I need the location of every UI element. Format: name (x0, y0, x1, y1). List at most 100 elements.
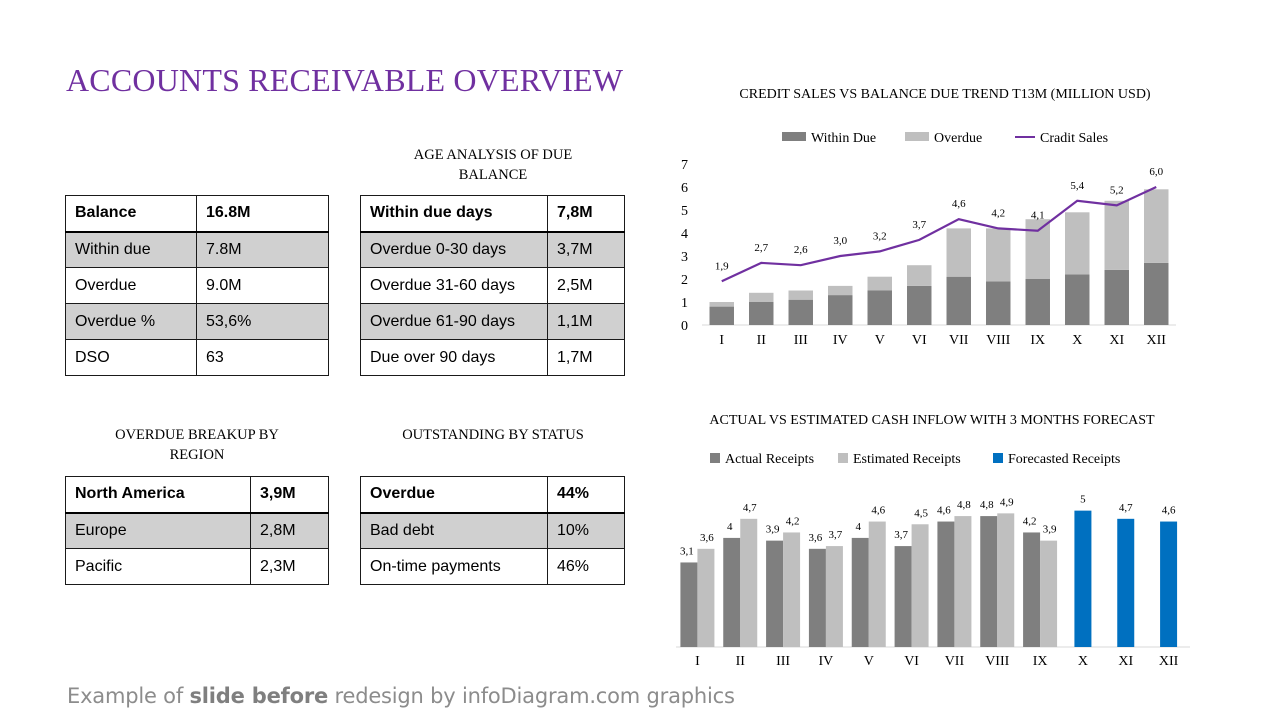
footer-note: Example of slide before redesign by info… (67, 684, 735, 708)
region-label: Europe (65, 512, 251, 549)
table-row: Overdue % 53,6% (65, 303, 329, 340)
legend-label: Overdue (934, 131, 982, 146)
status-label: On-time payments (360, 548, 548, 585)
x-tick-label: VI (912, 333, 927, 348)
table-row: Overdue 61-90 days 1,1M (360, 303, 625, 340)
chart-title: ACTUAL VS ESTIMATED CASH INFLOW WITH 3 M… (709, 413, 1155, 428)
table-row: Europe 2,8M (65, 512, 329, 549)
data-label: 3,7 (829, 529, 843, 541)
x-tick-label: I (695, 654, 700, 669)
bar (894, 546, 912, 647)
data-label: 3,0 (833, 235, 847, 247)
y-tick-label: 2 (681, 273, 688, 288)
bar (868, 521, 886, 647)
data-label: 4,7 (743, 502, 757, 514)
age-label: Overdue 0-30 days (360, 231, 548, 268)
legend-label: Forecasted Receipts (1008, 452, 1120, 467)
x-tick-label: III (794, 333, 808, 348)
data-label: 3,1 (680, 545, 694, 557)
table-row: Bad debt 10% (360, 512, 625, 549)
bar (697, 548, 715, 647)
bar-segment (946, 276, 971, 325)
data-label: 6,0 (1149, 166, 1163, 178)
bar-segment (1144, 189, 1169, 263)
legend-swatch (782, 132, 806, 141)
bar (937, 521, 955, 647)
age-analysis-table: Within due days 7,8M Overdue 0-30 days 3… (360, 195, 625, 376)
overdue-value: 9.0M (196, 267, 329, 304)
data-label: 4,5 (914, 507, 928, 519)
x-tick-label: XI (1109, 333, 1124, 348)
chart-title: CREDIT SALES VS BALANCE DUE TREND T13M (… (739, 87, 1151, 102)
bar (980, 516, 998, 647)
overdue-percent-label: Overdue % (65, 303, 197, 340)
legend-swatch (993, 453, 1003, 463)
region-value: 2,8M (250, 512, 329, 549)
status-value: 46% (547, 548, 625, 585)
x-tick-label: IX (1030, 333, 1045, 348)
bar-segment (986, 281, 1011, 325)
data-label: 5 (1080, 494, 1086, 506)
bar-segment (828, 295, 853, 325)
x-tick-label: XII (1147, 333, 1167, 348)
bar (1074, 510, 1092, 647)
balance-table: Balance 16.8M Within due 7.8M Overdue 9.… (65, 195, 329, 376)
series-line (721, 186, 1157, 283)
bar (723, 537, 741, 647)
x-tick-label: VI (904, 654, 919, 669)
bar (766, 540, 784, 647)
bar-segment (1144, 262, 1169, 325)
status-label: Bad debt (360, 512, 548, 549)
table-row: Overdue 44% (360, 476, 625, 514)
overdue-label: Overdue (65, 267, 197, 304)
table-row: Overdue 9.0M (65, 267, 329, 304)
table-row: Within due 7.8M (65, 231, 329, 268)
data-label: 3,9 (766, 524, 780, 536)
cash-inflow-chart: ACTUAL VS ESTIMATED CASH INFLOW WITH 3 M… (676, 413, 1190, 669)
x-tick-label: VIII (986, 333, 1010, 348)
x-tick-label: V (864, 654, 874, 669)
data-label: 3,6 (700, 532, 714, 544)
data-label: 4,8 (980, 499, 994, 511)
region-heading: OVERDUE BREAKUP BY REGION (66, 425, 328, 465)
y-tick-label: 6 (681, 181, 688, 196)
legend-swatch (838, 453, 848, 463)
data-label: 4,7 (1119, 502, 1133, 514)
table-row: DSO 63 (65, 339, 329, 376)
bar (740, 518, 758, 647)
bar (911, 524, 929, 647)
status-heading: OUTSTANDING BY STATUS (402, 427, 584, 443)
x-tick-label: VIII (985, 654, 1009, 669)
age-value: 3,7M (547, 231, 625, 268)
legend-label: Estimated Receipts (853, 452, 961, 467)
data-label: 4,6 (937, 505, 951, 517)
footer-suffix: redesign by infoDiagram.com graphics (328, 684, 735, 708)
x-tick-label: XII (1159, 654, 1179, 669)
bar (1023, 532, 1041, 647)
x-tick-label: X (1078, 654, 1088, 669)
bar-segment (1025, 279, 1050, 325)
table-row: Overdue 31-60 days 2,5M (360, 267, 625, 304)
bar (680, 562, 698, 647)
age-value: 1,7M (547, 339, 625, 376)
y-tick-label: 7 (681, 158, 688, 173)
bar-segment (788, 299, 813, 325)
within-due-label: Within due (65, 231, 197, 268)
data-label: 4,6 (871, 505, 885, 517)
legend-label: Actual Receipts (725, 452, 814, 467)
bar (1117, 518, 1135, 647)
region-heading-line1: OVERDUE BREAKUP BY (115, 427, 279, 443)
bar-segment (1025, 219, 1050, 279)
status-label: Overdue (360, 476, 548, 514)
bar-segment (709, 302, 734, 307)
table-row: Balance 16.8M (65, 195, 329, 233)
data-label: 4 (727, 521, 733, 533)
x-tick-label: IX (1033, 654, 1048, 669)
data-label: 2,6 (794, 244, 808, 256)
balance-value: 16.8M (196, 195, 329, 233)
bar-segment (749, 292, 774, 302)
y-tick-label: 0 (681, 319, 688, 334)
bar-segment (709, 306, 734, 325)
data-label: 4,2 (786, 515, 800, 527)
legend-label: Within Due (811, 131, 876, 146)
